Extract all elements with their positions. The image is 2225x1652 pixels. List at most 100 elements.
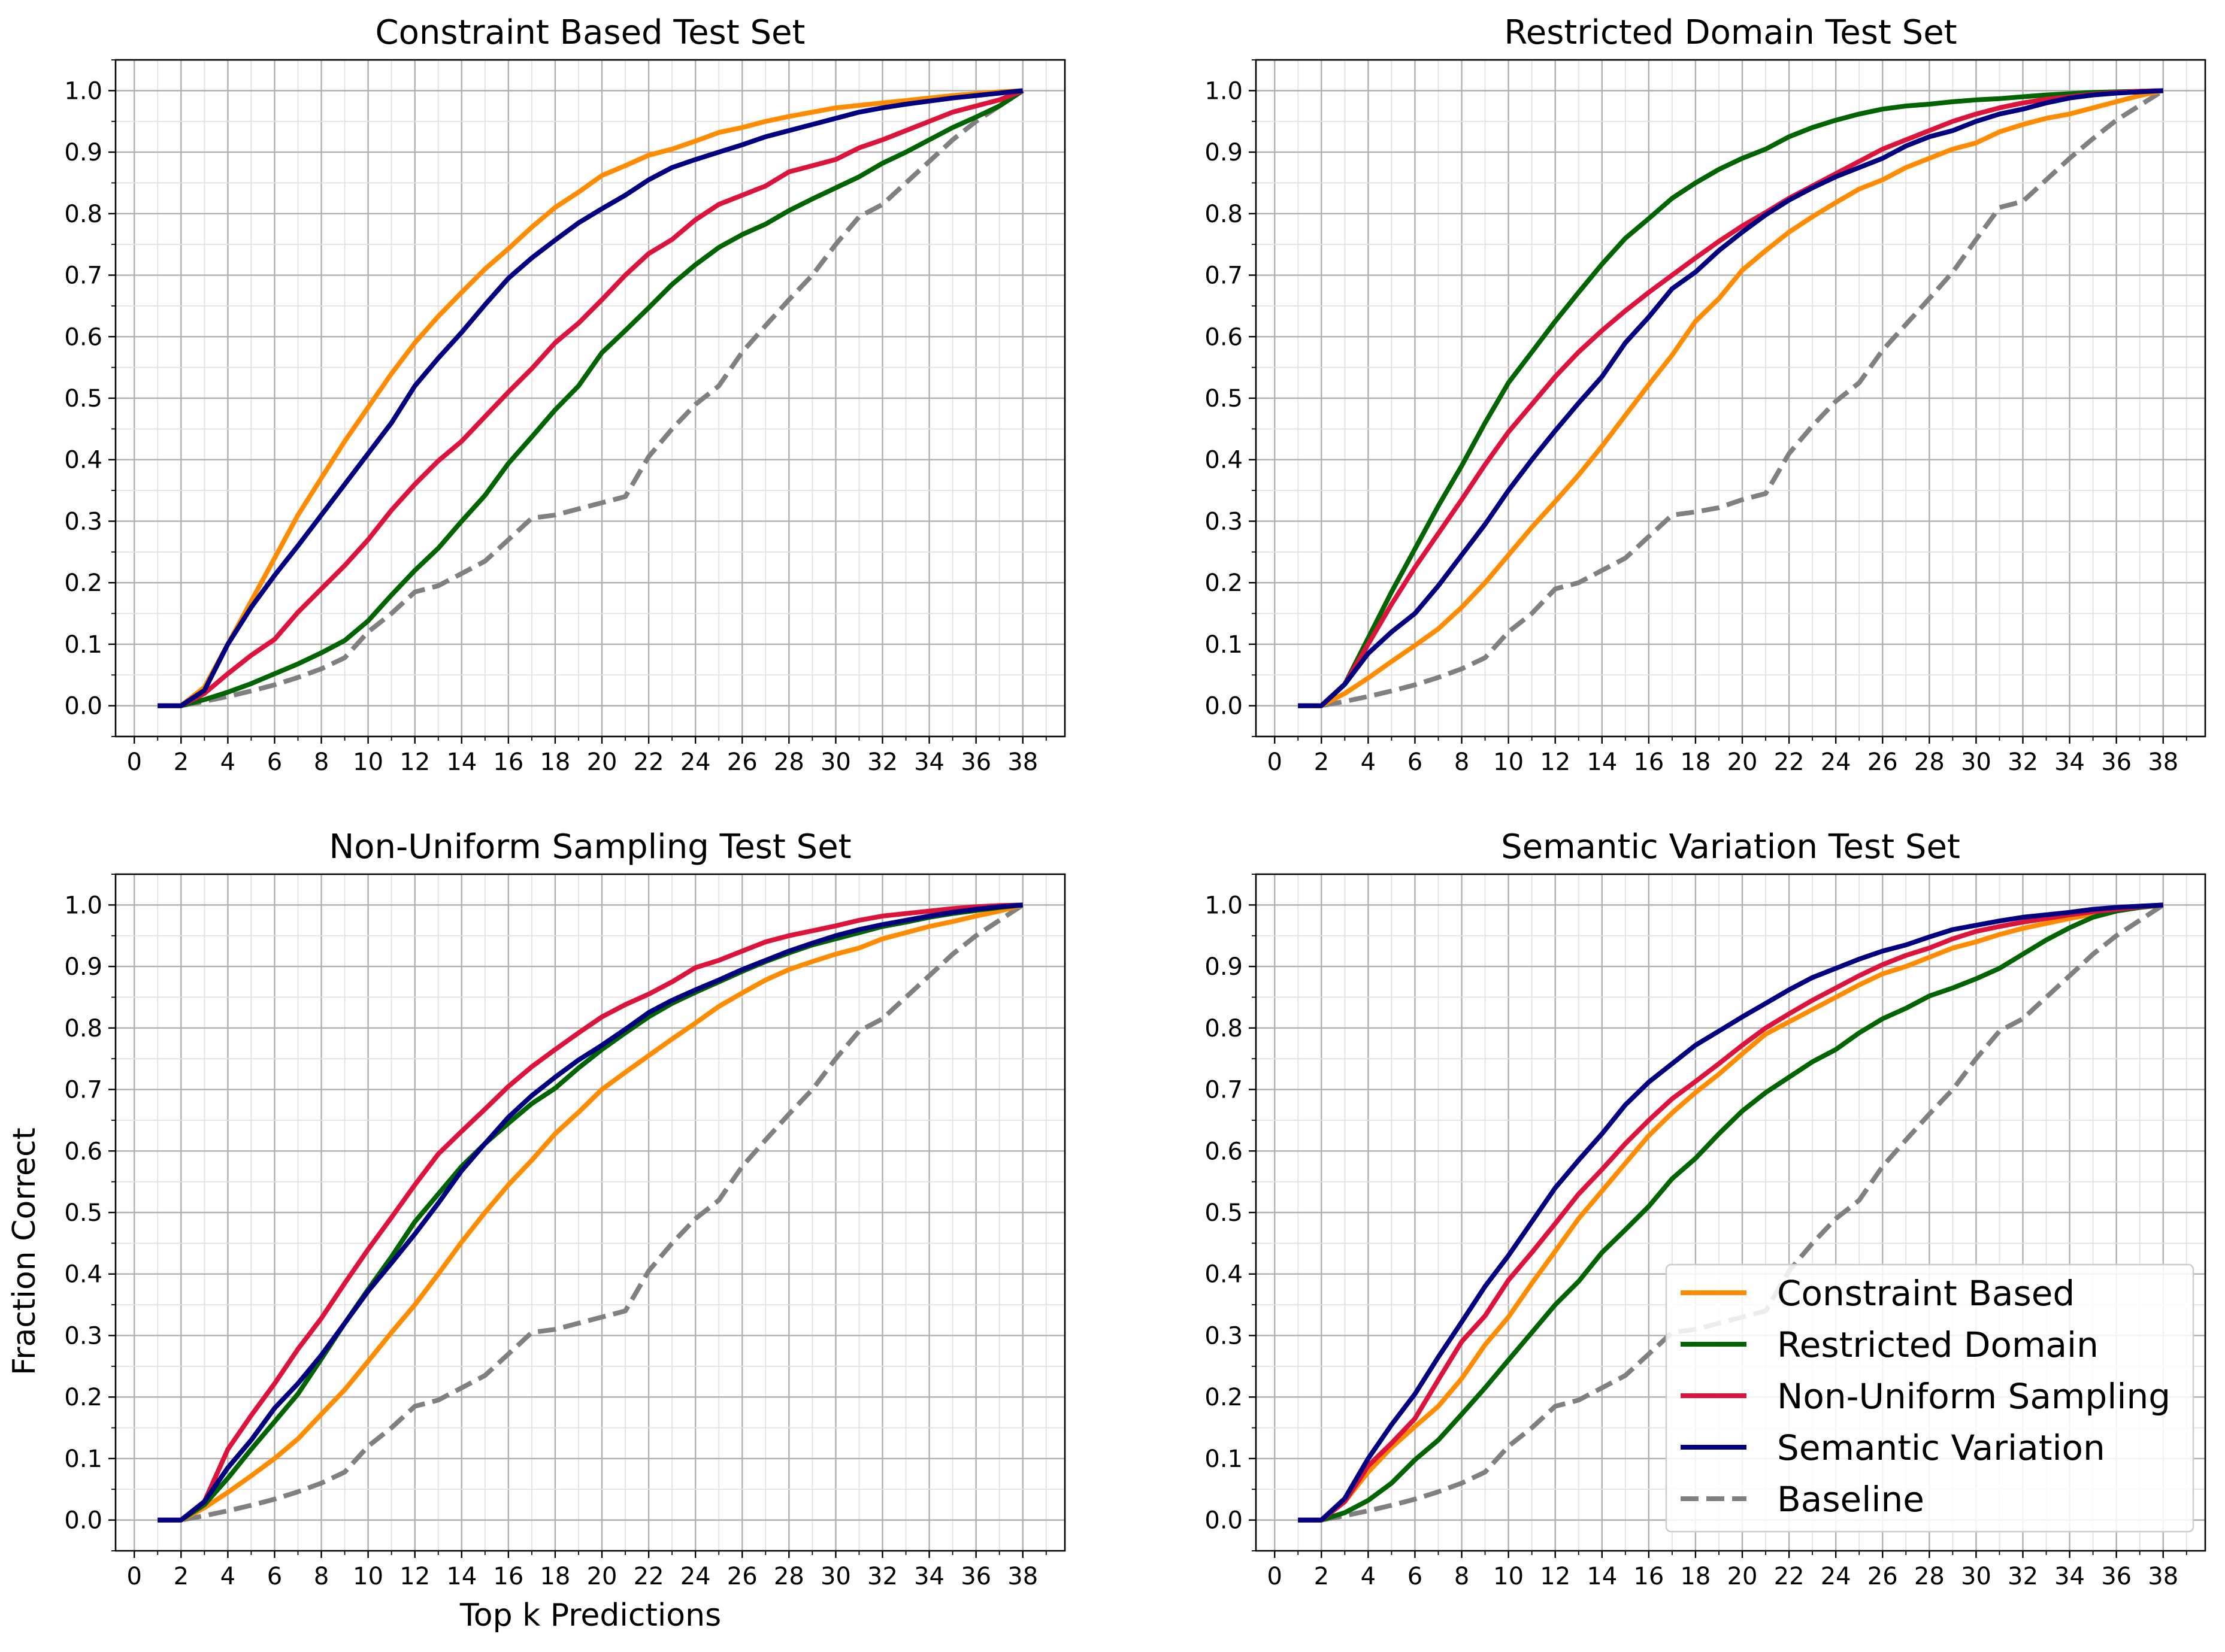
y-tick-label: 0.7	[64, 1077, 102, 1104]
legend: Constraint Based Restricted Domain Non-Uni…	[1665, 1263, 2194, 1533]
x-tick-label: 28	[774, 1563, 804, 1590]
x-tick-label: 10	[353, 1563, 383, 1590]
x-tick-label: 12	[399, 1563, 430, 1590]
y-tick-label: 0.2	[1204, 1384, 1243, 1411]
x-tick-label: 2	[174, 748, 189, 776]
x-tick-label: 26	[1867, 748, 1898, 776]
y-tick-label: 1.0	[64, 892, 102, 919]
y-tick-label: 0.3	[64, 1322, 102, 1350]
y-tick-label: 0.1	[64, 1445, 102, 1473]
y-tick-label: 0.4	[64, 1261, 102, 1289]
panel-title: Non-Uniform Sampling Test Set	[329, 827, 851, 866]
x-tick-label: 8	[314, 1563, 329, 1590]
series-line-constraint-based	[1298, 88, 2164, 708]
grid	[116, 874, 1065, 1551]
chart-panel-2: 0 2 4 6 8 10 12 14 16 18 20 22 24 26 28 30 32 34 36 380.00.…	[1204, 13, 2206, 776]
plot-frame	[1255, 59, 2206, 738]
x-tick-label: 36	[961, 1563, 991, 1590]
series-line-constraint-based	[1298, 902, 2164, 1523]
x-tick-label: 38	[1007, 1563, 1038, 1590]
legend-label: Semantic Variation	[1777, 1427, 2105, 1468]
x-tick-label: 16	[1633, 1563, 1664, 1590]
grid	[1256, 59, 2205, 737]
x-tick-label: 6	[267, 748, 282, 776]
x-tick-label: 18	[1680, 748, 1711, 776]
x-tick-label: 30	[821, 1563, 851, 1590]
x-tick-label: 16	[493, 1563, 523, 1590]
y-tick-label: 1.0	[64, 77, 102, 105]
y-tick-label: 0.1	[64, 631, 102, 659]
x-tick-label: 4	[1361, 1563, 1376, 1590]
figure-ylabel: Fraction Correct	[7, 1127, 43, 1375]
x-tick-label: 24	[1821, 748, 1851, 776]
y-tick-label: 0.9	[64, 953, 102, 981]
plot-frame	[1255, 873, 2206, 1552]
y-tick-label: 0.5	[64, 1199, 102, 1227]
y-tick-label: 0.0	[64, 693, 102, 720]
legend-label: Baseline	[1777, 1479, 1924, 1520]
series-line-baseline	[158, 89, 1024, 708]
legend-box	[1665, 1263, 2194, 1533]
x-tick-label: 34	[2054, 748, 2085, 776]
x-tick-label: 12	[399, 748, 430, 776]
x-tick-label: 6	[1407, 1563, 1422, 1590]
x-tick-label: 36	[961, 748, 991, 776]
series-lines	[158, 88, 1024, 708]
x-tick-label: 22	[634, 1563, 664, 1590]
x-tick-label: 10	[1493, 1563, 1524, 1590]
series-line-non-uniform-sampling	[158, 902, 1023, 1523]
series-line-non-uniform-sampling	[1298, 88, 2163, 708]
x-tick-label: 2	[1314, 748, 1329, 776]
y-tick-label: 0.2	[64, 569, 102, 597]
x-tick-label: 0	[127, 1563, 142, 1590]
y-tick-label: 0.3	[1204, 508, 1243, 535]
series-line-constraint-based	[158, 902, 1024, 1523]
x-tick-label: 26	[727, 748, 758, 776]
x-tick-label: 8	[1454, 748, 1469, 776]
plot-frame	[114, 873, 1066, 1552]
ticks: 0 2 4 6 8 10 12 14 16 18 20 22 24 26 28 30 32 34 36 380.00.…	[1204, 874, 2187, 1590]
x-tick-label: 14	[1587, 1563, 1617, 1590]
x-tick-label: 12	[1540, 748, 1570, 776]
y-tick-label: 1.0	[1204, 892, 1243, 919]
chart-panel-1: 0 2 4 6 8 10 12 14 16 18 20 22 24 26 28 30 32 34 36 380.00.…	[64, 13, 1066, 776]
series-line-restricted-domain	[158, 89, 1024, 708]
x-tick-label: 22	[1774, 1563, 1805, 1590]
x-tick-label: 28	[774, 748, 804, 776]
y-tick-label: 0.0	[1204, 1507, 1243, 1535]
y-tick-label: 0.6	[1204, 323, 1243, 351]
chart-panel-3: 0 2 4 6 8 10 12 14 16 18 20 22 24 26 28 30 32 34 36 380.00.…	[64, 827, 1066, 1590]
y-tick-label: 0.5	[1204, 1199, 1243, 1227]
y-tick-label: 0.9	[1204, 139, 1243, 166]
x-tick-label: 8	[314, 748, 329, 776]
y-tick-label: 0.1	[1204, 1445, 1243, 1473]
y-tick-label: 0.0	[64, 1507, 102, 1535]
x-tick-label: 18	[1680, 1563, 1711, 1590]
series-line-baseline	[158, 903, 1024, 1523]
series-line-semantic-variation	[1298, 88, 2163, 708]
x-tick-label: 20	[1727, 748, 1758, 776]
panel-title: Semantic Variation Test Set	[1501, 827, 1960, 866]
y-tick-label: 0.3	[64, 508, 102, 535]
x-tick-label: 28	[1914, 1563, 1945, 1590]
y-tick-label: 0.7	[1204, 1077, 1243, 1104]
x-tick-label: 2	[174, 1563, 189, 1590]
series-line-semantic-variation	[1298, 902, 2163, 1523]
series-line-restricted-domain	[1298, 88, 2163, 708]
x-tick-label: 30	[1961, 748, 1991, 776]
x-tick-label: 26	[1867, 1563, 1898, 1590]
x-tick-label: 28	[1914, 748, 1945, 776]
y-tick-label: 0.9	[64, 139, 102, 166]
x-tick-label: 38	[2148, 1563, 2178, 1590]
x-tick-label: 4	[220, 748, 235, 776]
x-tick-label: 38	[2148, 748, 2178, 776]
x-tick-label: 36	[2101, 1563, 2132, 1590]
y-tick-label: 0.8	[1204, 1015, 1243, 1042]
y-tick-label: 0.2	[64, 1384, 102, 1411]
series-lines	[1298, 88, 2165, 708]
series-line-restricted-domain	[1298, 902, 2164, 1523]
x-tick-label: 8	[1454, 1563, 1469, 1590]
y-tick-label: 0.8	[64, 1015, 102, 1042]
x-tick-label: 26	[727, 1563, 758, 1590]
ticks: 0 2 4 6 8 10 12 14 16 18 20 22 24 26 28 30 32 34 36 380.00.…	[64, 59, 1047, 776]
